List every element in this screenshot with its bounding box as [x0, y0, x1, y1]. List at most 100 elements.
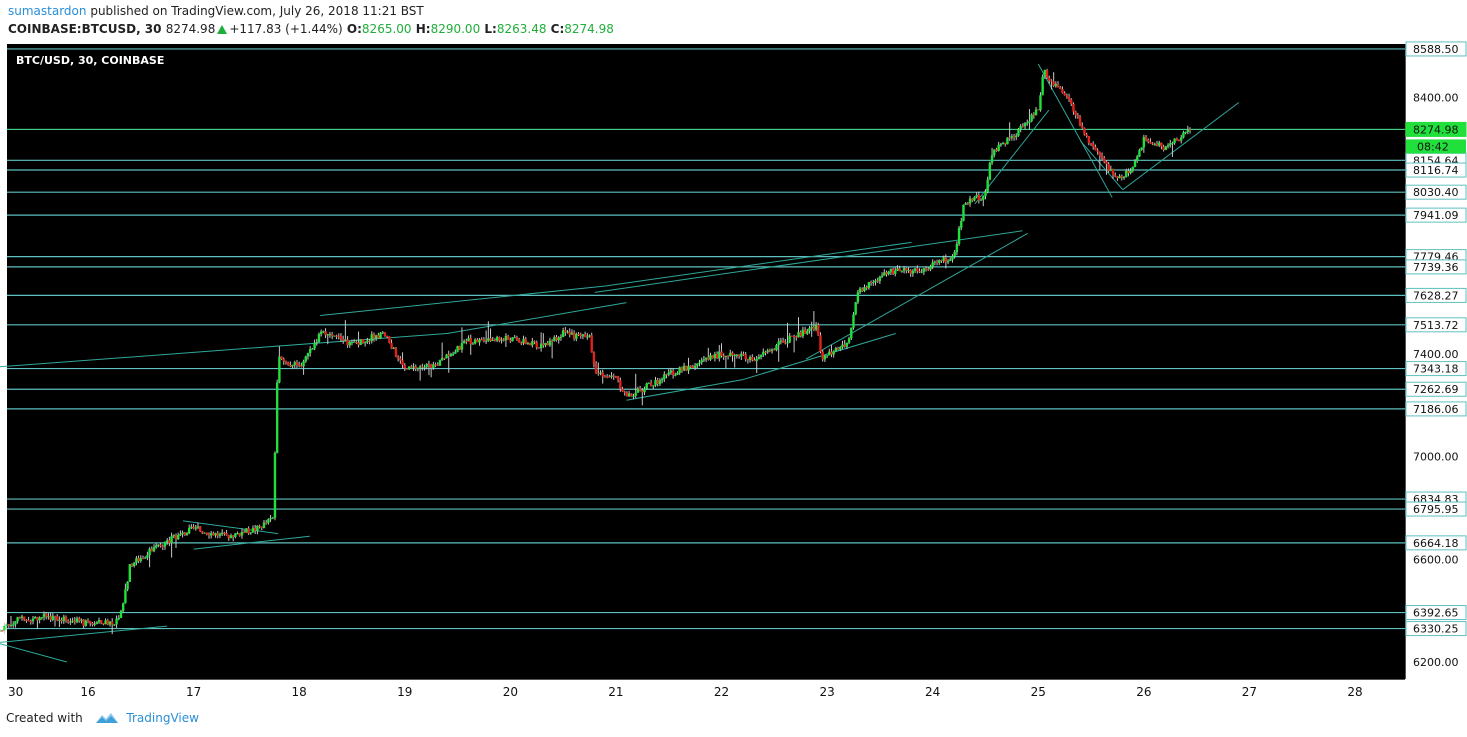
candle-body[interactable] [326, 334, 329, 336]
candle-body[interactable] [564, 330, 567, 333]
candle-body[interactable] [203, 532, 206, 534]
candle-body[interactable] [62, 616, 66, 622]
candle-body[interactable] [1074, 111, 1077, 116]
candle-body[interactable] [935, 261, 939, 263]
candle-body[interactable] [168, 540, 171, 544]
candle-body[interactable] [344, 339, 347, 341]
candle-body[interactable] [546, 343, 549, 346]
candle-body[interactable] [1081, 125, 1084, 128]
candle-body[interactable] [592, 352, 596, 365]
candle-body[interactable] [722, 355, 725, 357]
candle-body[interactable] [977, 194, 981, 201]
candle-body[interactable] [139, 558, 142, 562]
candle-body[interactable] [403, 364, 406, 369]
candle-body[interactable] [900, 270, 904, 272]
candle-body[interactable] [597, 373, 600, 375]
candle-body[interactable] [273, 452, 277, 518]
candle-body[interactable] [625, 392, 629, 397]
candle-body[interactable] [768, 350, 772, 352]
candle-body[interactable] [931, 262, 934, 267]
candle-body[interactable] [841, 344, 844, 348]
candle-body[interactable] [12, 624, 15, 626]
candle-body[interactable] [955, 243, 959, 253]
candle-body[interactable] [194, 527, 197, 529]
candle-body[interactable] [990, 155, 994, 163]
candle-body[interactable] [682, 365, 686, 371]
candle-body[interactable] [557, 337, 560, 341]
candle-body[interactable] [1096, 150, 1099, 152]
candle-body[interactable] [654, 379, 657, 386]
candle-body[interactable] [478, 339, 481, 343]
candle-body[interactable] [1188, 129, 1192, 131]
candle-body[interactable] [559, 336, 563, 338]
candle-body[interactable] [291, 365, 294, 367]
candle-body[interactable] [799, 332, 802, 337]
candle-body[interactable] [949, 259, 952, 261]
candle-body[interactable] [491, 339, 494, 341]
trend-line[interactable] [182, 520, 279, 535]
candle-body[interactable] [7, 624, 11, 626]
candle-body[interactable] [865, 286, 868, 289]
candle-body[interactable] [553, 337, 556, 342]
candle-body[interactable] [902, 268, 906, 271]
candle-body[interactable] [284, 361, 288, 363]
candle-body[interactable] [665, 374, 668, 376]
candle-body[interactable] [212, 533, 215, 536]
candle-body[interactable] [27, 620, 30, 622]
candle-body[interactable] [1028, 121, 1031, 123]
candle-body[interactable] [245, 528, 248, 533]
candle-body[interactable] [88, 621, 92, 624]
candle-body[interactable] [784, 342, 787, 344]
candle-body[interactable] [31, 618, 35, 622]
candle-body[interactable] [1155, 143, 1159, 146]
candle-body[interactable] [638, 388, 642, 391]
candle-body[interactable] [218, 533, 222, 536]
candle-body[interactable] [720, 351, 723, 356]
candle-body[interactable] [872, 282, 875, 284]
candle-body[interactable] [605, 376, 609, 378]
candle-body[interactable] [645, 383, 648, 389]
candle-body[interactable] [588, 335, 591, 337]
candle-body[interactable] [209, 533, 213, 536]
candle-body[interactable] [1004, 142, 1007, 145]
candle-body[interactable] [427, 364, 431, 366]
candle-body[interactable] [786, 342, 789, 344]
candle-body[interactable] [330, 334, 334, 336]
candle-body[interactable] [812, 327, 816, 330]
candle-body[interactable] [775, 345, 778, 351]
candle-body[interactable] [242, 531, 246, 533]
candle-body[interactable] [128, 564, 131, 582]
candle-body[interactable] [830, 351, 833, 355]
candle-body[interactable] [482, 339, 486, 342]
candle-body[interactable] [328, 334, 332, 336]
candle-body[interactable] [1052, 81, 1055, 87]
candle-body[interactable] [729, 352, 732, 357]
candle-body[interactable] [852, 314, 855, 328]
candle-body[interactable] [808, 328, 811, 332]
candle-body[interactable] [755, 358, 758, 362]
candle-body[interactable] [121, 603, 125, 611]
candle-body[interactable] [359, 339, 362, 345]
candle-body[interactable] [1109, 169, 1113, 171]
trend-line[interactable] [1080, 140, 1124, 191]
candle-body[interactable] [724, 355, 728, 357]
candle-body[interactable] [163, 541, 167, 547]
candle-body[interactable] [438, 359, 442, 366]
candle-body[interactable] [709, 355, 712, 360]
candle-body[interactable] [656, 379, 659, 384]
candle-body[interactable] [473, 339, 477, 344]
candle-body[interactable] [1092, 143, 1095, 147]
candle-body[interactable] [1061, 89, 1064, 94]
candle-body[interactable] [179, 534, 182, 536]
candle-body[interactable] [1129, 170, 1132, 174]
candle-body[interactable] [231, 535, 235, 537]
candle-body[interactable] [1118, 176, 1121, 179]
candle-body[interactable] [894, 270, 897, 274]
candle-body[interactable] [80, 619, 83, 621]
candle-body[interactable] [20, 616, 24, 618]
candle-body[interactable] [108, 621, 112, 625]
candle-body[interactable] [608, 376, 611, 378]
candle-body[interactable] [238, 533, 241, 536]
candle-body[interactable] [36, 616, 39, 621]
candle-body[interactable] [1032, 114, 1036, 116]
